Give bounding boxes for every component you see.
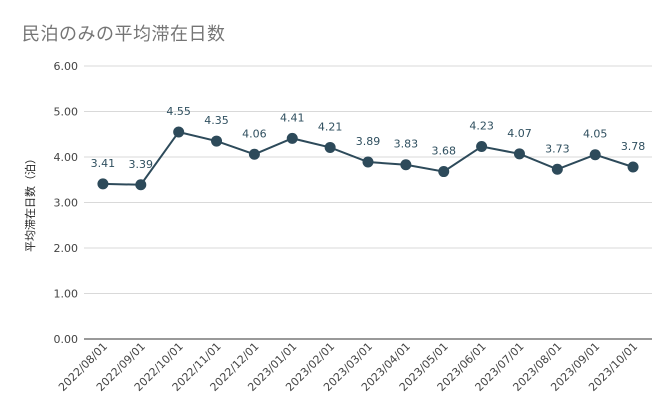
data-label: 3.78 — [621, 140, 646, 153]
data-point — [589, 149, 601, 161]
data-point — [513, 148, 525, 160]
data-label: 3.73 — [545, 142, 570, 155]
data-label: 3.68 — [431, 145, 456, 158]
y-tick-label: 6.00 — [54, 60, 79, 73]
data-point — [286, 132, 298, 144]
data-label: 4.35 — [204, 114, 229, 127]
data-point — [324, 141, 336, 153]
data-label: 4.21 — [318, 120, 343, 133]
y-tick-label: 3.00 — [54, 197, 79, 210]
data-point — [135, 179, 147, 191]
data-label: 3.89 — [356, 135, 381, 148]
data-label: 4.55 — [166, 105, 191, 118]
data-label: 4.41 — [280, 111, 305, 124]
data-point — [248, 148, 260, 160]
data-label: 4.23 — [469, 120, 494, 133]
chart-title: 民泊のみの平均滞在日数 — [22, 24, 226, 45]
data-label: 3.83 — [394, 138, 419, 151]
data-point — [627, 161, 639, 173]
data-point — [551, 163, 563, 175]
y-tick-label: 1.00 — [54, 288, 79, 301]
data-point — [97, 178, 109, 190]
data-point — [173, 126, 185, 138]
data-label: 4.07 — [507, 127, 532, 140]
data-label: 4.06 — [242, 127, 267, 140]
data-point — [211, 135, 223, 147]
data-point — [362, 156, 374, 168]
y-tick-label: 4.00 — [54, 151, 79, 164]
data-label: 3.41 — [91, 157, 116, 170]
data-point — [400, 159, 412, 171]
data-label: 4.05 — [583, 128, 608, 141]
data-label: 3.39 — [129, 158, 154, 171]
data-point — [438, 166, 450, 178]
y-tick-label: 5.00 — [54, 106, 79, 119]
y-tick-label: 2.00 — [54, 242, 79, 255]
y-axis-label: 平均滞在日数（泊） — [24, 153, 37, 252]
data-point — [476, 141, 488, 153]
y-tick-label: 0.00 — [54, 333, 79, 346]
